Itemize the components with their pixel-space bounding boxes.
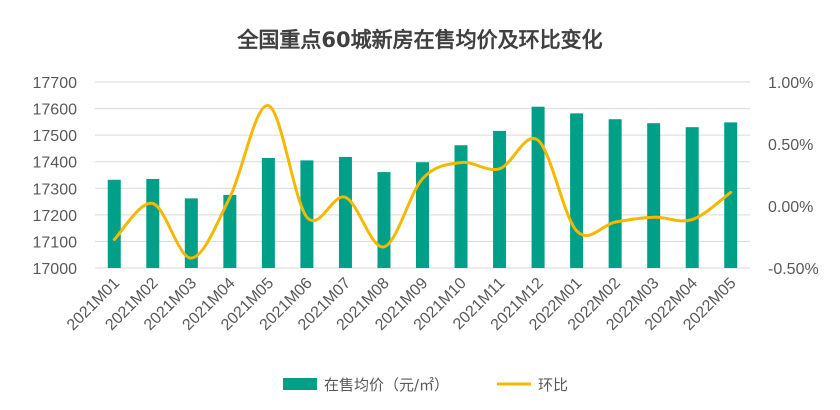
x-axis-ticks: 2021M012021M022021M032021M042021M052021M… [64,275,740,334]
line-series-mom [112,104,733,260]
bar [454,145,468,268]
bar [300,160,314,268]
chart-title: 全国重点60城新房在售均价及环比变化 [236,28,602,52]
bar-series [107,106,738,269]
bar [223,194,237,268]
bar [338,156,352,268]
y-left-tick-label: 17700 [33,75,78,92]
bar [416,162,429,268]
y-right-tick-label: 0.00% [768,199,813,216]
y-right-tick-label: -0.50% [768,261,819,278]
y-left-tick-label: 17400 [33,155,78,172]
y-right-tick-label: 0.50% [768,137,813,154]
y-left-tick-label: 17000 [33,261,78,278]
y-left-tick-label: 17500 [33,128,78,145]
legend: 在售均价（元/㎡） 环比 [283,376,568,394]
y-left-tick-label: 17100 [33,234,78,251]
y-left-tick-label: 17300 [33,181,78,198]
bar [608,119,622,268]
bar [685,127,699,269]
bar [493,130,507,268]
bar [531,106,545,268]
y-left-tick-label: 17600 [33,102,78,119]
bar [107,179,121,268]
y-axis-right-ticks: -0.50% 0.00% 0.50% 1.00% [768,75,819,278]
bar [570,113,584,269]
y-left-tick-label: 17200 [33,208,78,225]
legend-line-label: 环比 [538,376,568,394]
legend-bar-label: 在售均价（元/㎡） [324,376,449,394]
bar [377,172,391,268]
bar [261,157,275,268]
bar [724,122,738,268]
bar [184,198,198,268]
y-axis-left-ticks: 17000 17100 17200 17300 17400 17500 17600 17700 [33,75,78,278]
bar [647,123,661,268]
legend-bar-swatch [283,378,317,390]
bar [146,178,160,268]
y-right-tick-label: 1.00% [768,75,813,92]
